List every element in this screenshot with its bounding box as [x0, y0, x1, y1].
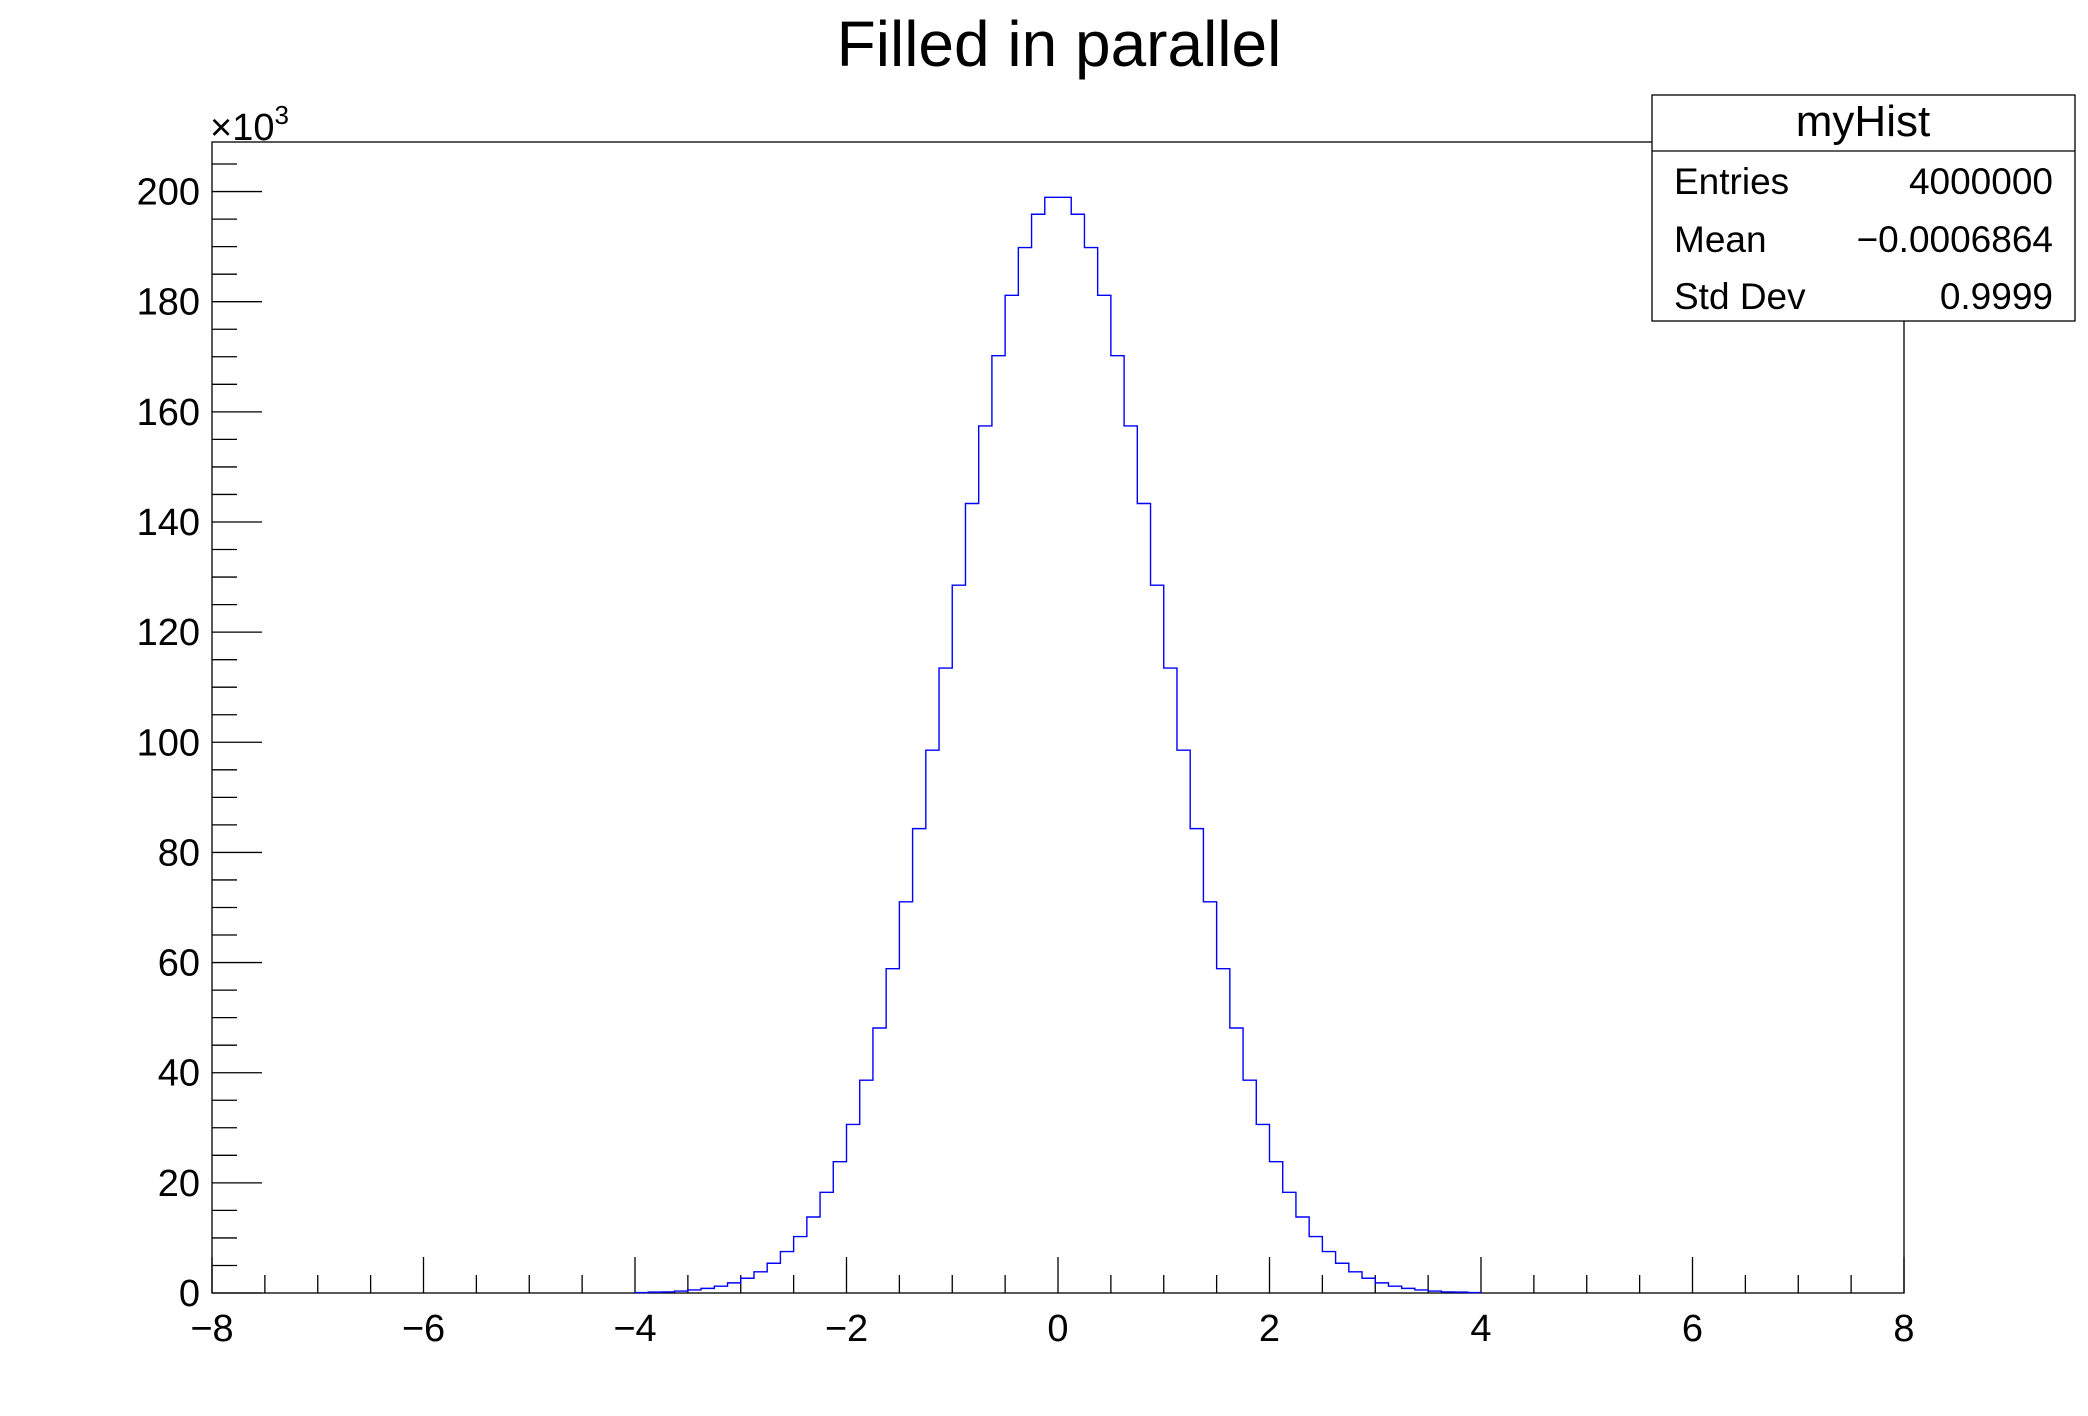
y-tick-label: 0	[179, 1273, 200, 1315]
y-tick-label: 140	[137, 502, 200, 544]
stats-mean-label: Mean	[1674, 219, 1767, 260]
stats-entries-value: 4000000	[1909, 161, 2053, 202]
x-tick-label: 6	[1682, 1308, 1703, 1350]
stats-title: myHist	[1796, 97, 1930, 146]
y-multiplier-exponent: 3	[274, 100, 288, 130]
x-tick-label: −2	[825, 1308, 868, 1350]
y-tick-label: 60	[158, 943, 200, 985]
y-tick-label: 200	[137, 172, 200, 214]
stats-stddev-label: Std Dev	[1674, 276, 1806, 317]
y-tick-label: 40	[158, 1053, 200, 1095]
y-tick-label: 100	[137, 722, 200, 764]
x-tick-label: 4	[1470, 1308, 1491, 1350]
x-tick-label: −6	[402, 1308, 445, 1350]
chart-title: Filled in parallel	[837, 8, 1282, 80]
x-tick-label: 8	[1893, 1308, 1914, 1350]
x-tick-label: −4	[613, 1308, 656, 1350]
y-tick-label: 80	[158, 832, 200, 874]
plot-frame	[211, 141, 1905, 1294]
y-tick-label: 120	[137, 612, 200, 654]
y-tick-label: 20	[158, 1163, 200, 1205]
stats-box: myHist Entries 4000000 Mean −0.0006864 S…	[1651, 94, 2076, 322]
x-tick-label: 0	[1047, 1308, 1068, 1350]
histogram-line	[634, 196, 1482, 1294]
stats-box-frame	[1651, 94, 2076, 322]
y-multiplier-base: ×10	[210, 107, 274, 149]
y-tick-label: 180	[137, 282, 200, 324]
y-tick-label: 160	[137, 392, 200, 434]
stats-stddev-value: 0.9999	[1940, 276, 2053, 317]
x-tick-label: 2	[1259, 1308, 1280, 1350]
stats-mean-value: −0.0006864	[1856, 219, 2053, 260]
x-tick-label: −8	[190, 1308, 233, 1350]
stats-entries-label: Entries	[1674, 161, 1789, 202]
